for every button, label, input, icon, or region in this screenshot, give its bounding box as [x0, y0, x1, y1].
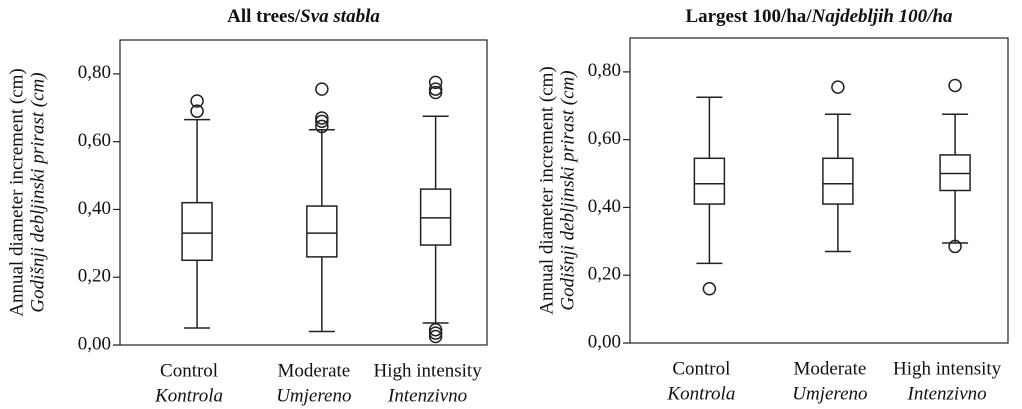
- y-tick-label: 0,00: [78, 333, 111, 354]
- y-tick-label: 0,80: [588, 60, 621, 81]
- outlier: [190, 104, 204, 118]
- x-tick-label: High intensity: [374, 360, 483, 381]
- x-tick-label: High intensity: [893, 358, 1002, 379]
- title-translation: Najdebljih 100/ha: [811, 6, 953, 27]
- outlier: [428, 85, 443, 100]
- outlier: [315, 111, 329, 125]
- x-tick-label-translation: Intenzivno: [907, 383, 987, 404]
- outlier: [315, 82, 329, 96]
- outlier: [315, 114, 329, 129]
- plot-frame: [629, 37, 1009, 344]
- title-main: Largest 100/ha/: [685, 6, 812, 27]
- outlier: [315, 119, 329, 134]
- x-tick-label-translation: Kontrola: [666, 383, 735, 404]
- outlier: [428, 323, 443, 337]
- outlier: [702, 282, 717, 296]
- x-tick-label: Moderate: [277, 360, 350, 381]
- y-tick-label: 0,20: [78, 266, 111, 287]
- y-axis-label-translation: Godišnji debljinski prirast (cm): [27, 72, 48, 312]
- y-tick-label: 0,80: [78, 62, 111, 83]
- plot-frame: [119, 39, 488, 346]
- y-axis-label-translation: Godišnji debljinski prirast (cm): [557, 70, 578, 310]
- x-tick-label: Control: [672, 358, 730, 379]
- box: [693, 157, 726, 205]
- x-tick-label: Control: [160, 360, 218, 381]
- y-tick-label: 0,20: [588, 264, 621, 285]
- chart-title: Largest 100/ha/Najdebljih 100/ha: [685, 6, 953, 27]
- y-tick-label: 0,40: [588, 196, 621, 217]
- x-tick-label: Moderate: [793, 358, 866, 379]
- outlier: [831, 80, 845, 94]
- y-tick-label: 0,40: [78, 198, 111, 219]
- box: [822, 157, 854, 205]
- title-translation: Sva stabla: [300, 6, 380, 27]
- x-tick-label-translation: Kontrola: [154, 385, 223, 406]
- outlier: [190, 94, 204, 108]
- title-main: All trees/: [227, 6, 301, 27]
- y-tick-label: 0,60: [78, 130, 111, 151]
- chart-title: All trees/Sva stabla: [227, 6, 380, 27]
- outlier: [428, 326, 443, 340]
- y-axis-label: Annual diameter increment (cm): [6, 68, 27, 316]
- y-tick-label: 0,60: [588, 128, 621, 149]
- y-tick-label: 0,00: [588, 331, 621, 352]
- x-tick-label-translation: Umjereno: [792, 383, 867, 404]
- x-tick-label-translation: Umjereno: [276, 385, 351, 406]
- outlier: [948, 78, 962, 93]
- box: [306, 205, 338, 258]
- outlier: [428, 82, 443, 96]
- box: [181, 201, 213, 262]
- x-tick-label-translation: Intenzivno: [387, 385, 467, 406]
- outlier: [428, 329, 443, 344]
- outlier: [948, 239, 962, 254]
- box: [939, 154, 971, 192]
- outlier: [428, 75, 443, 90]
- y-axis-label: Annual diameter increment (cm): [536, 66, 557, 314]
- box: [419, 188, 452, 246]
